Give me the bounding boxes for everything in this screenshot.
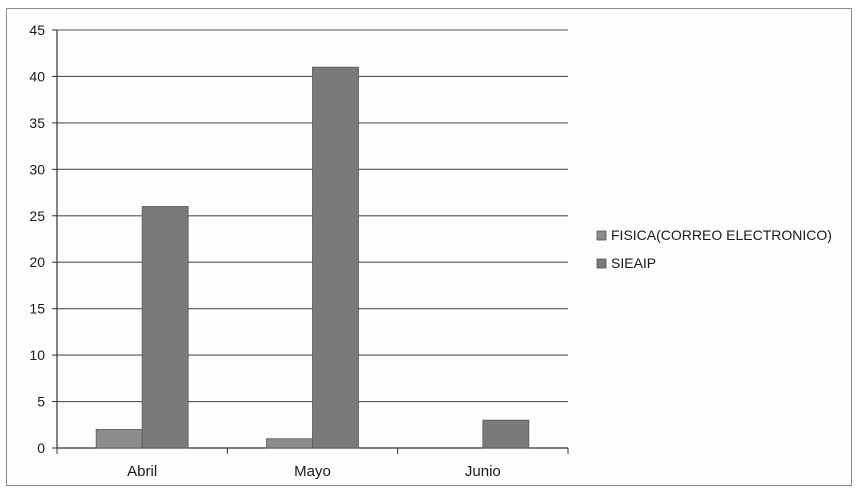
x-tick-label: Mayo (294, 463, 331, 480)
y-tick-label: 25 (29, 208, 45, 224)
legend: FISICA(CORREO ELECTRONICO) SIEAIP (596, 227, 832, 271)
bar-sieaip-abril (141, 206, 189, 449)
gridlines (52, 29, 568, 449)
y-tick-label: 40 (29, 68, 45, 84)
y-axis: 0 5 10 15 20 25 30 35 40 45 (29, 22, 58, 456)
y-tick-label: 20 (29, 254, 45, 270)
bar-fisica-mayo (266, 438, 313, 449)
legend-swatch (596, 258, 607, 269)
bar-fisica-abril (95, 429, 143, 449)
x-axis: Abril Mayo Junio (56, 448, 569, 480)
x-tick-label: Junio (465, 463, 501, 480)
y-tick-label: 35 (29, 115, 45, 131)
legend-swatch (596, 230, 607, 241)
y-tick-label: 0 (37, 440, 45, 456)
y-tick-label: 10 (29, 347, 45, 363)
legend-label: FISICA(CORREO ELECTRONICO) (611, 227, 832, 243)
y-tick-label: 5 (37, 394, 45, 410)
y-tick-label: 45 (29, 22, 45, 38)
legend-label: SIEAIP (611, 255, 656, 271)
bar-sieaip-mayo (312, 66, 359, 449)
bar-sieaip-junio (482, 419, 530, 449)
y-tick-label: 15 (29, 301, 45, 317)
bars (95, 66, 530, 449)
x-tick-label: Abril (127, 463, 157, 480)
y-tick-label: 30 (29, 161, 45, 177)
